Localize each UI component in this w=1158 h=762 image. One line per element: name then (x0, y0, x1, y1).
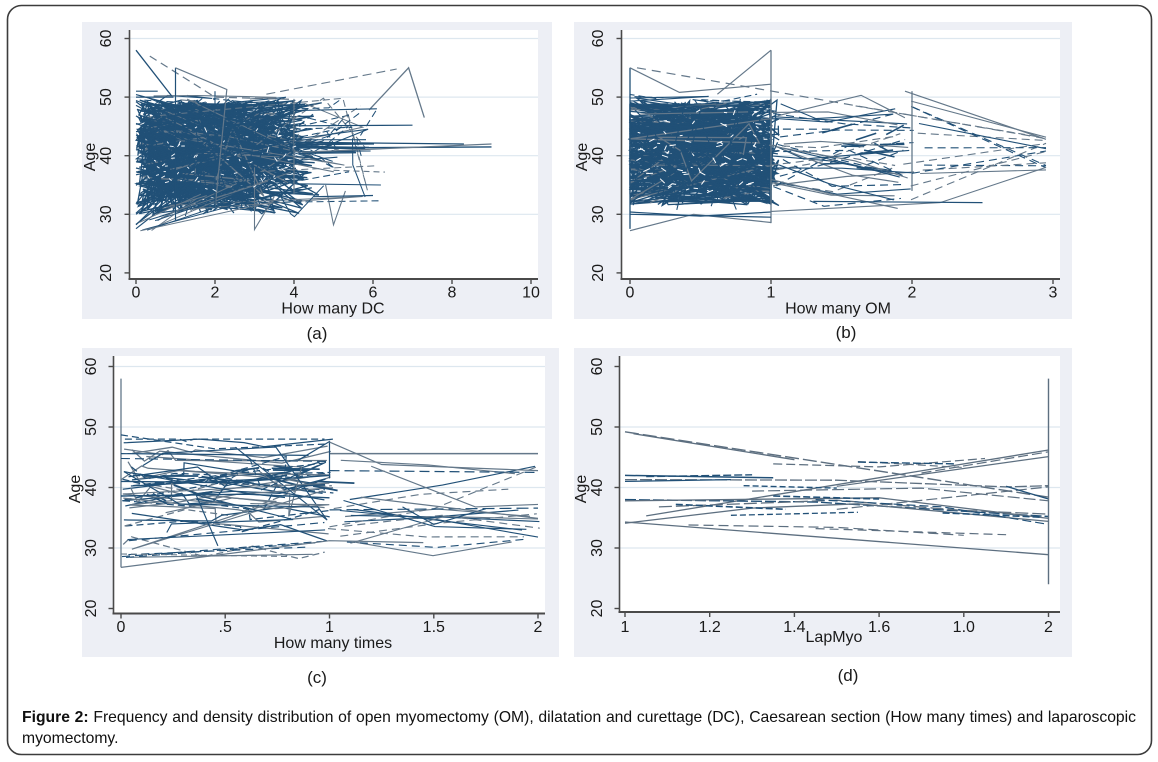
svg-text:.5: .5 (219, 619, 232, 636)
svg-text:How many times: How many times (274, 635, 392, 652)
svg-text:30: 30 (590, 205, 607, 223)
svg-text:How many DC: How many DC (281, 301, 384, 318)
svg-text:2: 2 (211, 285, 220, 302)
svg-text:How many OM: How many OM (785, 301, 891, 318)
svg-text:30: 30 (83, 539, 100, 557)
svg-text:60: 60 (589, 358, 606, 376)
svg-text:1: 1 (325, 619, 334, 636)
svg-text:1.6: 1.6 (868, 619, 890, 636)
svg-text:1: 1 (621, 619, 630, 636)
svg-text:60: 60 (83, 358, 100, 376)
svg-text:(d): (d) (838, 666, 859, 685)
svg-text:1.4: 1.4 (783, 619, 805, 636)
svg-text:6: 6 (369, 285, 378, 302)
svg-text:1.5: 1.5 (423, 619, 445, 636)
svg-text:1.0: 1.0 (953, 619, 975, 636)
svg-text:0: 0 (117, 619, 126, 636)
svg-text:60: 60 (590, 30, 607, 48)
svg-text:40: 40 (98, 147, 115, 165)
svg-text:50: 50 (98, 88, 115, 106)
svg-text:3: 3 (1049, 285, 1058, 302)
svg-text:50: 50 (83, 418, 100, 436)
svg-text:20: 20 (83, 600, 100, 618)
svg-text:40: 40 (589, 479, 606, 497)
svg-text:40: 40 (590, 147, 607, 165)
svg-text:(c): (c) (307, 668, 327, 687)
svg-text:Age: Age (574, 143, 591, 172)
svg-text:4: 4 (290, 285, 299, 302)
svg-text:0: 0 (626, 285, 635, 302)
svg-text:10: 10 (522, 285, 540, 302)
svg-text:2: 2 (534, 619, 543, 636)
svg-text:20: 20 (98, 264, 115, 282)
svg-text:20: 20 (590, 264, 607, 282)
svg-text:50: 50 (589, 418, 606, 436)
svg-text:Age: Age (82, 143, 99, 172)
svg-text:(a): (a) (307, 324, 328, 343)
svg-text:0: 0 (132, 285, 141, 302)
svg-text:Age: Age (67, 475, 84, 504)
svg-text:LapMyo: LapMyo (806, 629, 863, 646)
svg-text:(b): (b) (836, 323, 857, 342)
svg-text:8: 8 (448, 285, 457, 302)
svg-text:50: 50 (590, 88, 607, 106)
svg-text:Age: Age (573, 475, 590, 504)
svg-text:2: 2 (908, 285, 917, 302)
svg-text:30: 30 (98, 205, 115, 223)
svg-text:40: 40 (83, 479, 100, 497)
svg-text:20: 20 (589, 600, 606, 618)
svg-text:30: 30 (589, 539, 606, 557)
svg-text:60: 60 (98, 30, 115, 48)
svg-text:1: 1 (767, 285, 776, 302)
svg-text:2: 2 (1044, 619, 1053, 636)
svg-text:1.2: 1.2 (699, 619, 721, 636)
